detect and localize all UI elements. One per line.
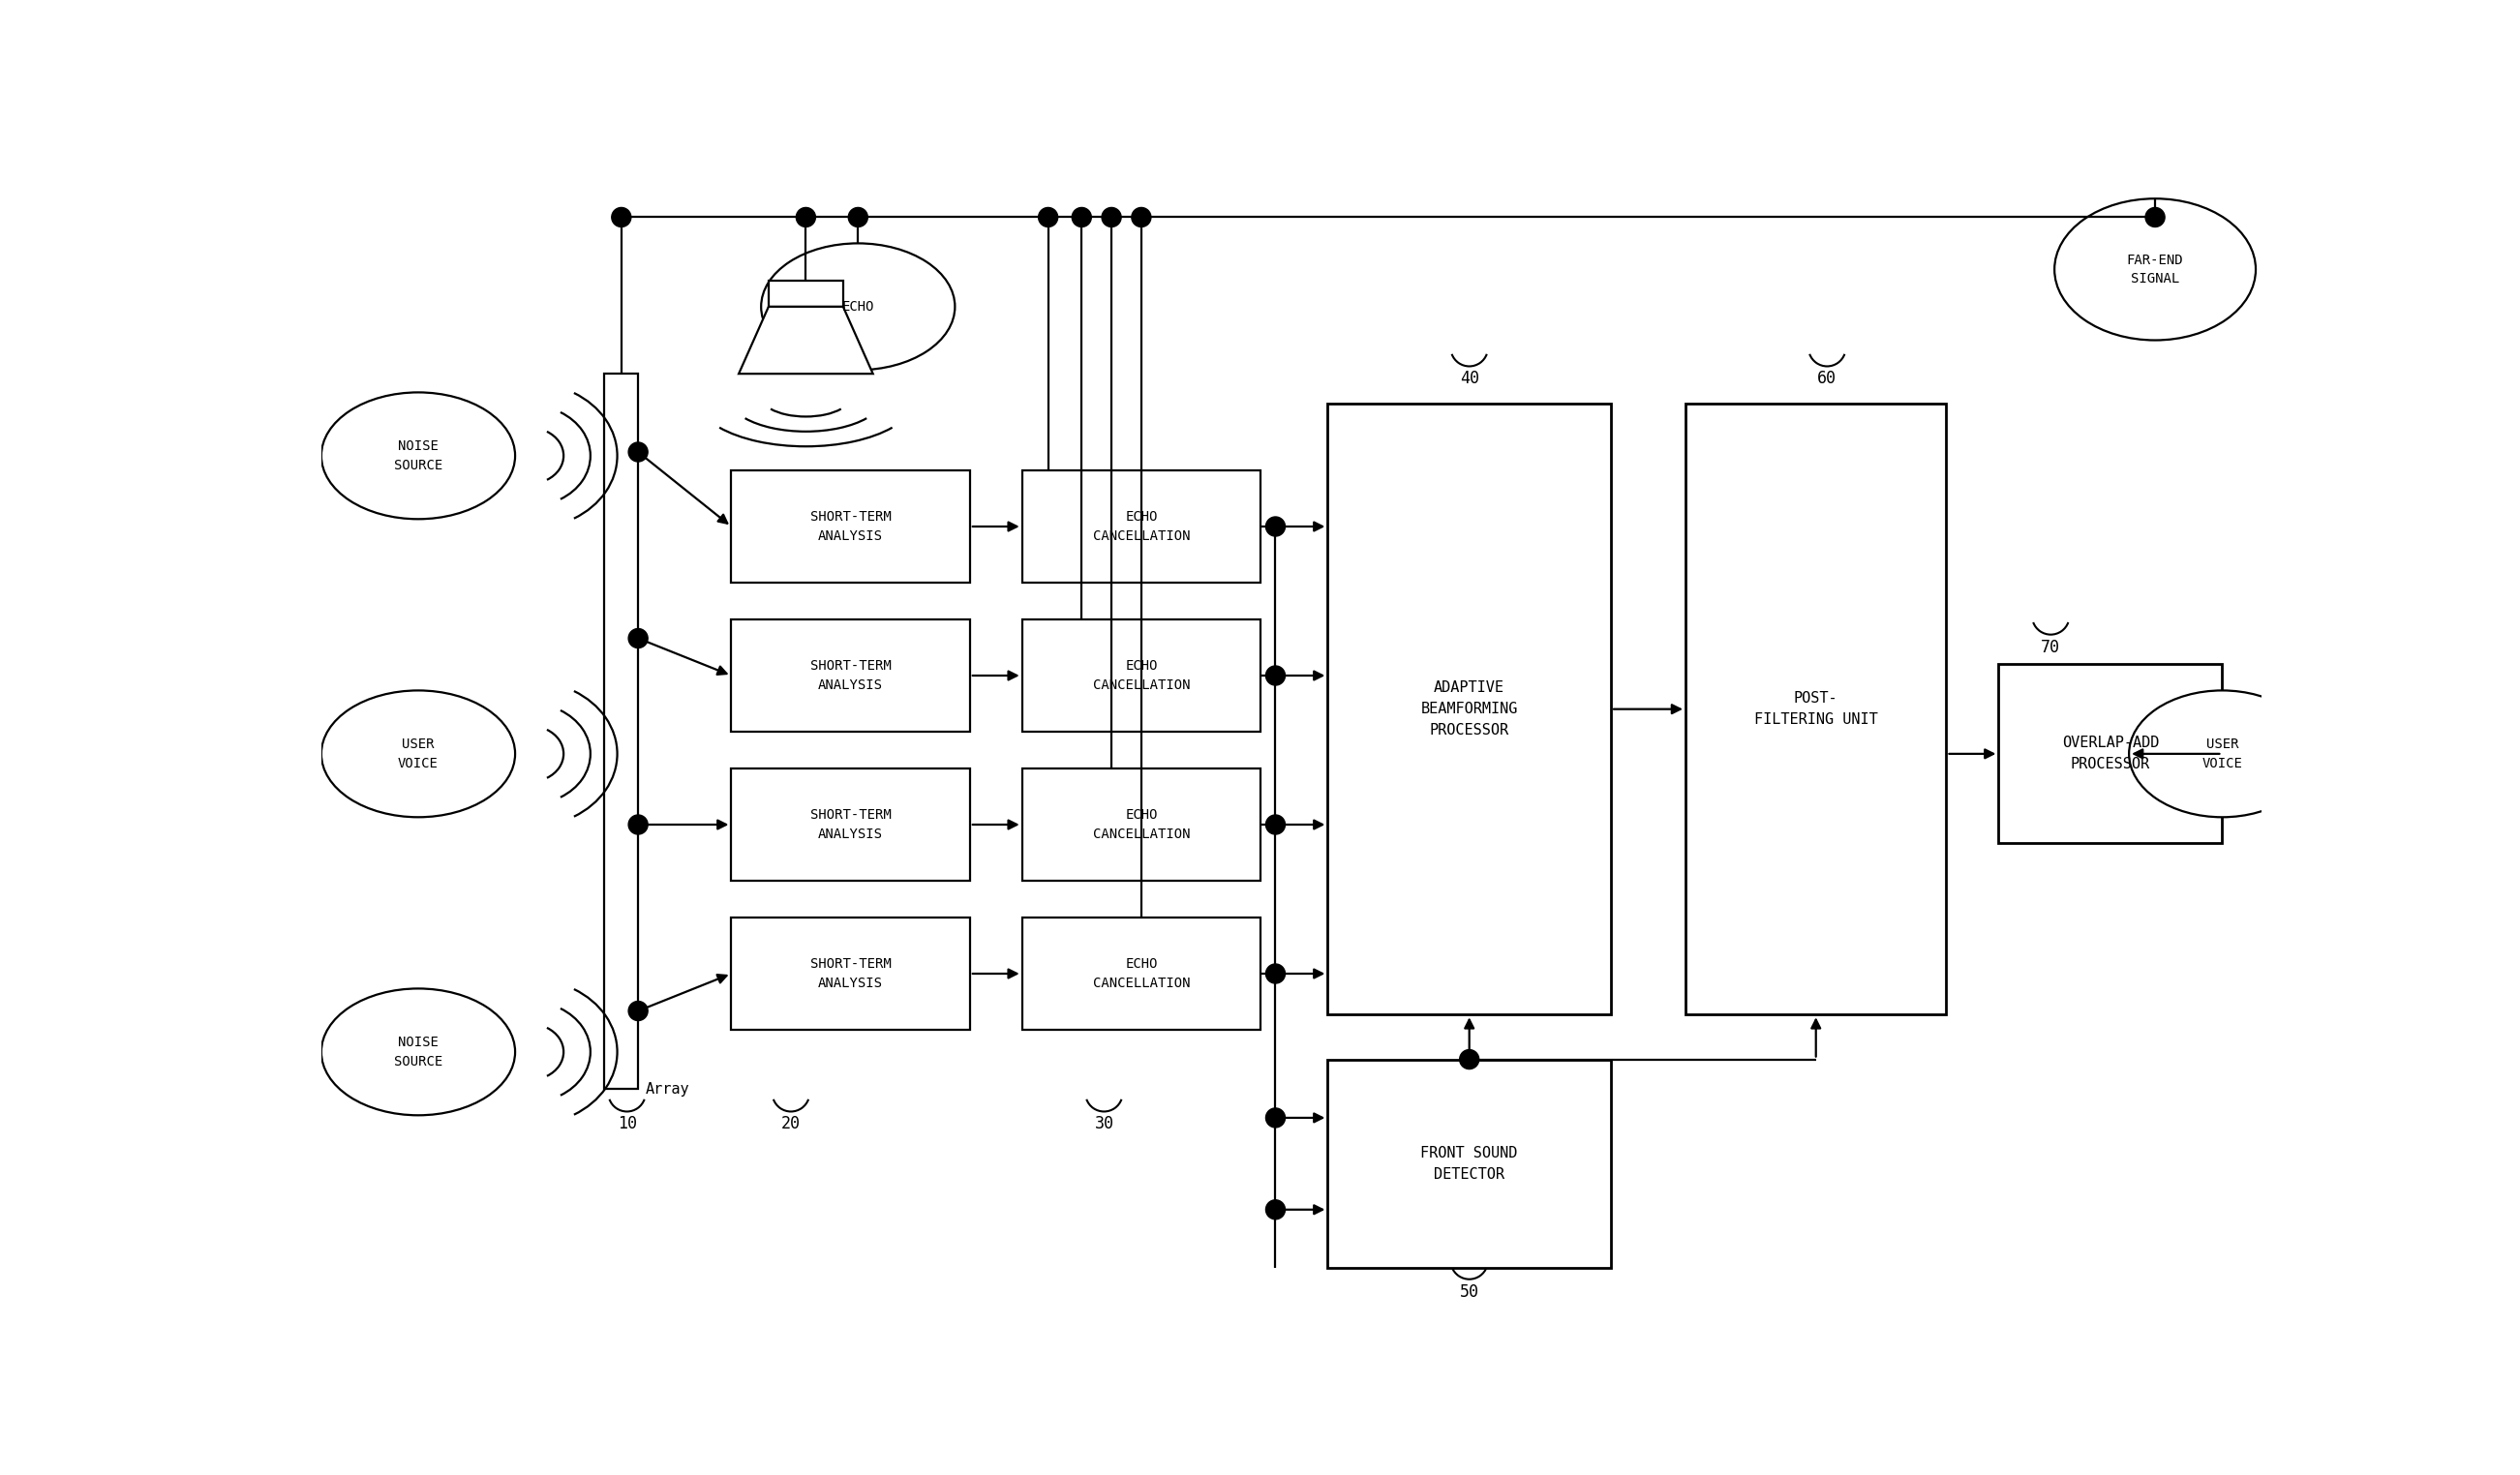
Circle shape [1265, 665, 1285, 686]
Bar [731, 619, 970, 732]
Text: POST-
FILTERING UNIT: POST- FILTERING UNIT [1754, 692, 1877, 727]
Text: USER
VOICE: USER VOICE [2202, 738, 2243, 770]
Text: 40: 40 [1459, 370, 1479, 388]
Bar [731, 917, 970, 1030]
Text: 30: 30 [1094, 1115, 1114, 1133]
Circle shape [627, 628, 648, 648]
Ellipse shape [323, 988, 514, 1115]
Text: ECHO: ECHO [842, 299, 874, 314]
Ellipse shape [323, 690, 514, 817]
Bar [731, 471, 970, 583]
Bar [1686, 404, 1945, 1015]
Text: OVERLAP-ADD
PROCESSOR: OVERLAP-ADD PROCESSOR [2061, 736, 2160, 771]
Text: 60: 60 [1817, 370, 1837, 388]
Circle shape [849, 208, 867, 227]
Bar [769, 280, 844, 307]
Circle shape [1131, 208, 1152, 227]
Bar [731, 768, 970, 881]
Text: SHORT-TERM
ANALYSIS: SHORT-TERM ANALYSIS [809, 957, 892, 990]
Polygon shape [738, 307, 872, 373]
Bar [605, 373, 638, 1089]
Bar [1023, 619, 1260, 732]
Text: NOISE
SOURCE: NOISE SOURCE [393, 1035, 444, 1068]
Text: Array: Array [645, 1083, 690, 1096]
Bar [1998, 664, 2223, 844]
Circle shape [1459, 1050, 1479, 1069]
Circle shape [1038, 208, 1058, 227]
Circle shape [627, 1002, 648, 1021]
Text: FRONT SOUND
DETECTOR: FRONT SOUND DETECTOR [1421, 1146, 1517, 1181]
Circle shape [627, 442, 648, 462]
Ellipse shape [2129, 690, 2316, 817]
Circle shape [1265, 516, 1285, 537]
Circle shape [627, 814, 648, 835]
Circle shape [796, 208, 816, 227]
Bar [1328, 1059, 1610, 1268]
Ellipse shape [323, 392, 514, 519]
Bar [1328, 404, 1610, 1015]
Text: NOISE
SOURCE: NOISE SOURCE [393, 440, 444, 472]
Text: ECHO
CANCELLATION: ECHO CANCELLATION [1094, 808, 1189, 841]
Text: ECHO
CANCELLATION: ECHO CANCELLATION [1094, 510, 1189, 543]
Text: SHORT-TERM
ANALYSIS: SHORT-TERM ANALYSIS [809, 808, 892, 841]
Text: SHORT-TERM
ANALYSIS: SHORT-TERM ANALYSIS [809, 510, 892, 543]
Ellipse shape [761, 243, 955, 370]
Circle shape [1071, 208, 1091, 227]
Text: 70: 70 [2041, 639, 2061, 656]
Text: SHORT-TERM
ANALYSIS: SHORT-TERM ANALYSIS [809, 659, 892, 692]
Circle shape [1265, 1201, 1285, 1220]
Text: 10: 10 [617, 1115, 638, 1133]
Text: USER
VOICE: USER VOICE [398, 738, 438, 770]
Circle shape [1265, 1108, 1285, 1127]
Text: ADAPTIVE
BEAMFORMING
PROCESSOR: ADAPTIVE BEAMFORMING PROCESSOR [1421, 680, 1517, 738]
Bar [1023, 471, 1260, 583]
Ellipse shape [2054, 199, 2255, 341]
Circle shape [1101, 208, 1121, 227]
Circle shape [2145, 208, 2165, 227]
Circle shape [1265, 965, 1285, 984]
Circle shape [612, 208, 630, 227]
Text: FAR-END
SIGNAL: FAR-END SIGNAL [2127, 254, 2182, 286]
Bar [1023, 917, 1260, 1030]
Text: ECHO
CANCELLATION: ECHO CANCELLATION [1094, 659, 1189, 692]
Text: 20: 20 [781, 1115, 801, 1133]
Text: ECHO
CANCELLATION: ECHO CANCELLATION [1094, 957, 1189, 990]
Bar [1023, 768, 1260, 881]
Circle shape [1265, 814, 1285, 835]
Text: 50: 50 [1459, 1283, 1479, 1301]
